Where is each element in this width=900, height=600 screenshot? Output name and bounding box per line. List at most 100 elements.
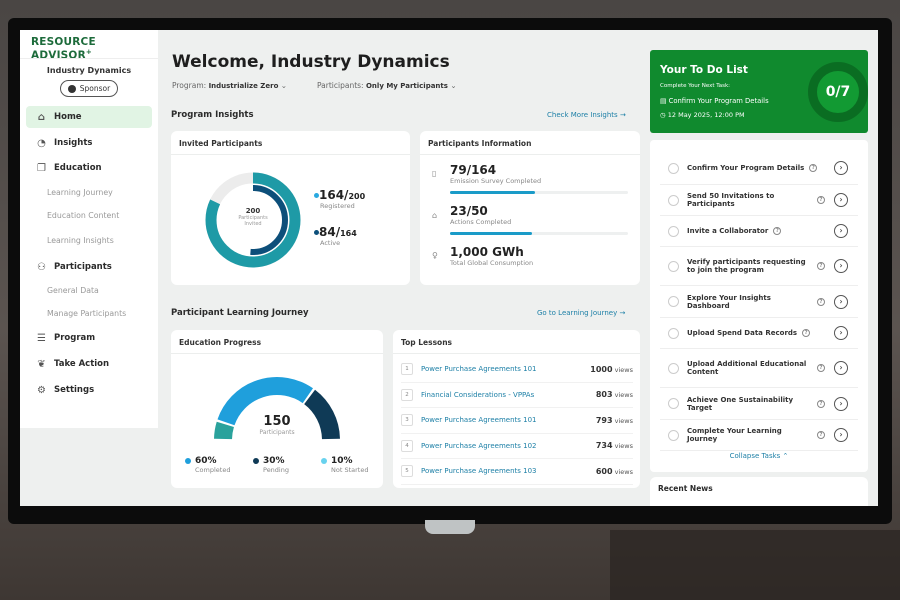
arrow-right-icon: → xyxy=(619,309,626,317)
todo-task[interactable]: Achieve One Sustainability Target? › xyxy=(660,388,858,420)
help-icon[interactable]: ? xyxy=(817,431,825,439)
help-icon[interactable]: ? xyxy=(802,329,811,337)
org-name: Industry Dynamics xyxy=(46,66,132,75)
card-title: Invited Participants xyxy=(171,131,410,155)
task-checkbox[interactable] xyxy=(668,162,679,174)
task-checkbox[interactable] xyxy=(668,194,679,206)
lesson-row[interactable]: 3 Power Purchase Agreements 101 793 views xyxy=(401,408,633,434)
todo-progress-ring: 0/7 xyxy=(808,62,868,122)
todo-task[interactable]: Upload Additional Educational Content? › xyxy=(660,349,858,388)
divider xyxy=(20,58,158,59)
next-task[interactable]: ▤ Confirm Your Program Details xyxy=(660,97,769,105)
sidebar-item-insights[interactable]: ◔ Insights xyxy=(37,137,93,149)
lesson-row[interactable]: 2 Financial Considerations - VPPAs 803 vie… xyxy=(401,383,633,408)
lesson-row[interactable]: 1 Power Purchase Agreements 101 1000 views xyxy=(401,357,633,383)
lesson-row[interactable]: 4 Power Purchase Agreements 102 734 views xyxy=(401,434,633,459)
program-select[interactable]: Program: Industrialize Zero ⌄ xyxy=(172,81,288,90)
task-checkbox[interactable] xyxy=(668,398,679,409)
sidebar-item-settings[interactable]: ⚙ Settings xyxy=(37,384,95,396)
todo-task[interactable]: Upload Spend Data Records? › xyxy=(660,318,858,349)
legend-pending: 30% Pending xyxy=(253,456,289,474)
progress-fill xyxy=(450,191,536,194)
todo-task[interactable]: Send 50 Invitations to Participants? › xyxy=(660,185,858,216)
education-progress-card: Education Progress 150 Participants 60% C… xyxy=(171,330,383,488)
screen: RESOURCE ADVISOR+ Industry Dynamics Spon… xyxy=(20,30,878,506)
sidebar-item-education-content[interactable]: Education Content xyxy=(47,211,120,220)
help-icon[interactable]: ? xyxy=(817,364,825,372)
sidebar-item-general-data[interactable]: General Data xyxy=(47,286,99,295)
sidebar-item-participants[interactable]: ⚇ Participants xyxy=(37,261,112,273)
chevron-right-circle-icon[interactable]: › xyxy=(834,224,848,238)
card-title: Education Progress xyxy=(171,330,383,354)
help-icon[interactable]: ? xyxy=(817,262,825,270)
sidebar-item-education[interactable]: ❐ Education xyxy=(37,162,102,174)
legend-not-started: 10% Not Started xyxy=(321,456,368,474)
section-title: Program Insights xyxy=(171,110,254,120)
sidebar-item-learning-journey[interactable]: Learning Journey xyxy=(47,188,113,197)
donut-center: 200 Participants Invited xyxy=(238,207,268,227)
lesson-title[interactable]: Power Purchase Agreements 101 xyxy=(421,416,537,425)
lesson-title[interactable]: Power Purchase Agreements 102 xyxy=(421,441,537,450)
chevron-right-circle-icon[interactable]: › xyxy=(834,361,848,375)
legend-dot xyxy=(314,230,319,235)
education-gauge xyxy=(214,377,340,440)
task-checkbox[interactable] xyxy=(668,260,679,272)
todo-task[interactable]: Verify participants requesting to join t… xyxy=(660,247,858,286)
participants-select[interactable]: Participants: Only My Participants ⌄ xyxy=(317,81,457,90)
chevron-right-circle-icon[interactable]: › xyxy=(834,259,848,273)
lesson-title[interactable]: Power Purchase Agreements 101 xyxy=(421,365,537,374)
card-title: Top Lessons xyxy=(393,330,640,354)
chevron-up-icon: ⌃ xyxy=(782,452,789,460)
gauge-center: 150 Participants xyxy=(259,414,295,436)
section-title: Participant Learning Journey xyxy=(171,308,309,318)
chevron-right-circle-icon[interactable]: › xyxy=(834,294,848,309)
arrow-right-icon: → xyxy=(619,111,626,119)
todo-task[interactable]: Explore Your Insights Dashboard? › xyxy=(660,286,858,318)
lesson-views: 793 views xyxy=(595,415,633,425)
todo-task[interactable]: Complete Your Learning Journey? › xyxy=(660,420,858,451)
legend-dot xyxy=(185,457,191,464)
chevron-right-circle-icon[interactable]: › xyxy=(834,161,848,175)
sponsor-icon xyxy=(67,84,76,93)
task-label: Upload Spend Data Records xyxy=(687,329,798,337)
task-checkbox[interactable] xyxy=(668,296,679,307)
chevron-right-circle-icon[interactable]: › xyxy=(834,428,848,442)
collapse-tasks-button[interactable]: Collapse Tasks ⌃ xyxy=(729,452,789,460)
sidebar-item-learning-insights[interactable]: Learning Insights xyxy=(47,236,114,245)
gauge-segment-not-started xyxy=(214,421,235,440)
sidebar-item-program[interactable]: ☰ Program xyxy=(37,332,96,344)
lesson-rank: 5 xyxy=(401,465,413,478)
legend-dot xyxy=(314,193,319,198)
chevron-right-circle-icon[interactable]: › xyxy=(834,326,848,340)
sidebar-item-take-action[interactable]: ❦ Take Action xyxy=(37,358,110,370)
lesson-title[interactable]: Power Purchase Agreements 103 xyxy=(421,467,537,476)
go-to-learning-journey-link[interactable]: Go to Learning Journey → xyxy=(537,309,626,317)
lesson-row[interactable]: 5 Power Purchase Agreements 103 600 views xyxy=(401,459,633,485)
clock-icon: ◷ xyxy=(660,111,666,119)
help-icon[interactable]: ? xyxy=(817,196,825,204)
help-icon[interactable]: ? xyxy=(817,399,825,408)
sidebar-item-home[interactable]: ⌂ Home xyxy=(26,106,152,128)
due-date: ◷ 12 May 2025, 12:00 PM xyxy=(660,111,745,119)
lesson-rank: 3 xyxy=(401,414,413,427)
help-icon[interactable]: ? xyxy=(817,297,825,306)
info-item: 1,000 GWh Total Global Consumption xyxy=(450,245,534,267)
help-icon[interactable]: ? xyxy=(773,227,782,235)
home-icon: ⌂ xyxy=(37,111,46,123)
lesson-title[interactable]: Financial Considerations - VPPAs xyxy=(421,390,535,399)
chevron-right-circle-icon[interactable]: › xyxy=(834,396,848,411)
clipboard-icon: ▤ xyxy=(660,97,667,105)
todo-task[interactable]: Confirm Your Program Details? › xyxy=(660,152,858,185)
help-icon[interactable]: ? xyxy=(809,164,818,172)
leaf-icon: ⌂ xyxy=(432,211,438,220)
task-checkbox[interactable] xyxy=(668,327,679,339)
task-checkbox[interactable] xyxy=(668,225,679,237)
check-more-insights-link[interactable]: Check More Insights → xyxy=(547,111,626,119)
chevron-right-circle-icon[interactable]: › xyxy=(834,193,848,207)
task-checkbox[interactable] xyxy=(668,362,679,374)
sidebar-item-manage-participants[interactable]: Manage Participants xyxy=(47,309,127,318)
legend-dot xyxy=(321,457,327,464)
todo-task[interactable]: Invite a Collaborator? › xyxy=(660,216,858,247)
book-icon: ❐ xyxy=(37,162,46,174)
task-checkbox[interactable] xyxy=(668,429,679,441)
